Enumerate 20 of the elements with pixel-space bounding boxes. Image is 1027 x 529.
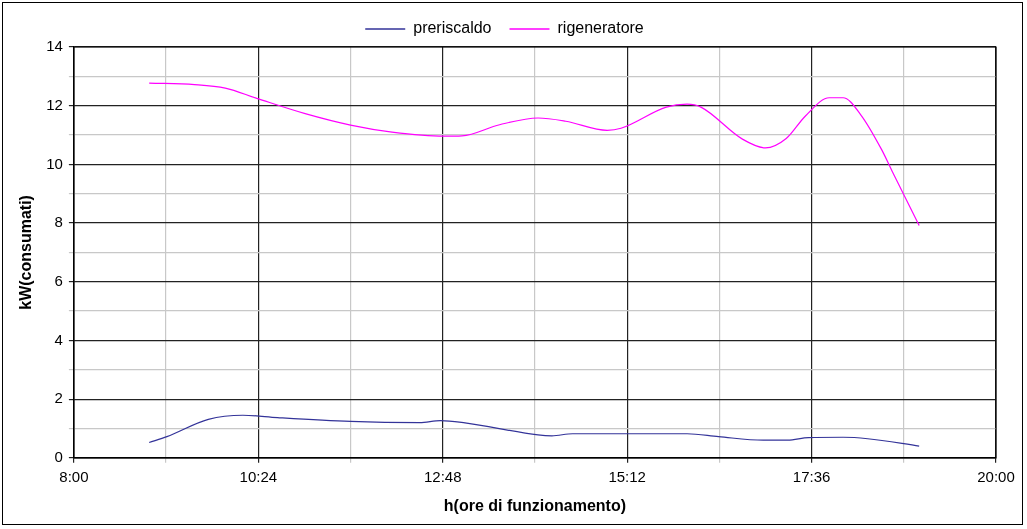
x-axis-title: h(ore di funzionamento) xyxy=(443,496,627,514)
line-series xyxy=(148,414,920,447)
line-series xyxy=(148,82,920,227)
x-tick-label: 17:36 xyxy=(792,467,831,485)
y-tick-label: 10 xyxy=(46,154,63,172)
y-tick-label: 4 xyxy=(54,330,63,348)
y-tick-label: 12 xyxy=(46,95,63,113)
x-tick-label: 15:12 xyxy=(608,467,646,485)
y-tick-label: 0 xyxy=(54,447,63,465)
x-tick-label: 8:00 xyxy=(59,467,89,485)
x-tick-label: 20:00 xyxy=(977,467,1015,485)
y-axis-title: kW(consumati) xyxy=(17,195,35,310)
y-tick-label: 8 xyxy=(54,213,63,231)
x-tick-label: 10:24 xyxy=(239,467,278,485)
y-tick-label: 6 xyxy=(54,271,63,289)
x-tick-label: 12:48 xyxy=(423,467,462,485)
y-tick-label: 2 xyxy=(54,389,63,407)
legend-label: preriscaldo xyxy=(413,19,492,37)
y-tick-label: 14 xyxy=(46,37,63,55)
legend-label: rigeneratore xyxy=(557,19,644,37)
